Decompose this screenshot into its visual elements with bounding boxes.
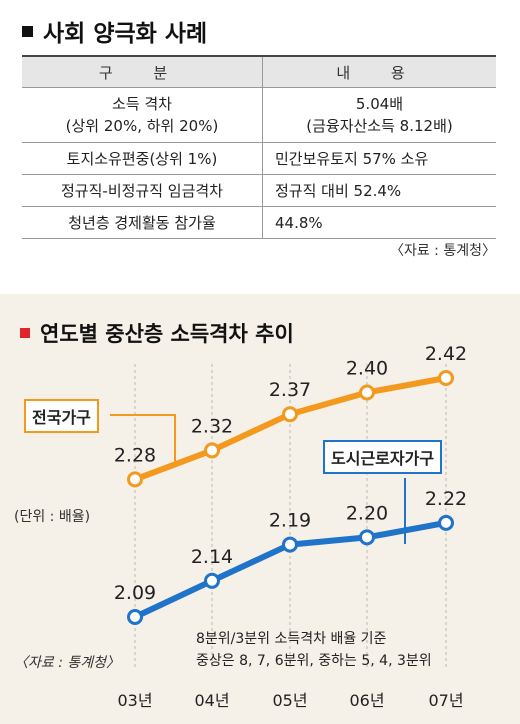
header-category: 구 분 bbox=[22, 55, 263, 88]
series-label-national: 전국가구 bbox=[24, 399, 99, 433]
x-tick-label: 03년 bbox=[117, 691, 152, 710]
data-label: 2.19 bbox=[269, 510, 311, 532]
bullet-square-icon bbox=[20, 328, 30, 338]
data-point bbox=[127, 609, 143, 625]
data-point bbox=[359, 384, 375, 401]
table-row: 토지소유편중(상위 1%) 민간보유토지 57% 소유 bbox=[22, 142, 496, 175]
data-label: 2.22 bbox=[425, 488, 467, 510]
unit-label: (단위 : 배율) bbox=[14, 509, 91, 525]
x-tick-label: 05년 bbox=[272, 691, 307, 710]
polarization-table: 구 분 내 용 소득 격차 (상위 20%, 하위 20%) 5.04배 (금융자산… bbox=[22, 55, 496, 239]
data-label: 2.32 bbox=[191, 415, 233, 437]
data-label: 2.28 bbox=[114, 444, 156, 466]
table-row: 소득 격차 (상위 20%, 하위 20%) 5.04배 (금융자산소득 8.12배… bbox=[22, 87, 496, 143]
chart-title: 연도별 중산층 소득격차 추이 bbox=[20, 318, 294, 348]
series-label-connector bbox=[110, 414, 176, 464]
data-point bbox=[282, 536, 298, 553]
row-label: 토지소유편중(상위 1%) bbox=[22, 142, 263, 175]
row-value: 5.04배 (금융자산소득 8.12배) bbox=[262, 87, 496, 143]
x-tick-label: 06년 bbox=[349, 691, 384, 710]
x-tick-label: 04년 bbox=[194, 691, 229, 710]
row-label: 청년층 경제활동 참가율 bbox=[22, 206, 263, 239]
row-value: 44.8% bbox=[262, 206, 496, 239]
table-row: 청년층 경제활동 참가율 44.8% bbox=[22, 206, 496, 239]
table-header-row: 구 분 내 용 bbox=[22, 55, 496, 88]
row-value: 민간보유토지 57% 소유 bbox=[262, 142, 496, 175]
data-label: 2.20 bbox=[346, 502, 388, 524]
table-row: 정규직-비정규직 임금격차 정규직 대비 52.4% bbox=[22, 174, 496, 207]
chart-panel bbox=[0, 294, 520, 724]
data-label: 2.14 bbox=[191, 546, 233, 568]
series-label-urban: 도시근로자가구 bbox=[323, 440, 443, 474]
data-point bbox=[204, 572, 220, 589]
data-point bbox=[359, 529, 375, 546]
data-label: 2.42 bbox=[425, 343, 467, 365]
data-point bbox=[204, 442, 220, 459]
data-label: 2.40 bbox=[346, 357, 388, 379]
data-point bbox=[438, 370, 454, 386]
data-point bbox=[438, 514, 454, 531]
data-point bbox=[282, 406, 298, 423]
bullet-square-icon bbox=[22, 25, 33, 37]
chart-note: 8분위/3분위 소득격차 배율 기준 중상은 8, 7, 6분위, 중하는 5, … bbox=[196, 631, 432, 669]
line-chart: 03년 04년 05년 06년 07년 2.28 2.32 2.37 2.40 2.42 2.09 2… bbox=[110, 343, 467, 710]
row-label: 소득 격차 (상위 20%, 하위 20%) bbox=[22, 87, 263, 143]
row-label: 정규직-비정규직 임금격차 bbox=[22, 174, 263, 207]
header-content: 내 용 bbox=[262, 55, 496, 88]
row-value: 정규직 대비 52.4% bbox=[262, 174, 496, 207]
chart-source: 〈자료 : 통계청〉 bbox=[14, 655, 121, 671]
table-title: 사회 양극화 사례 bbox=[22, 14, 207, 48]
data-label: 2.09 bbox=[114, 582, 156, 604]
table-source: 〈자료 : 통계청〉 bbox=[389, 243, 496, 259]
x-tick-label: 07년 bbox=[428, 691, 463, 710]
data-label: 2.37 bbox=[269, 379, 311, 401]
data-point bbox=[127, 471, 143, 488]
